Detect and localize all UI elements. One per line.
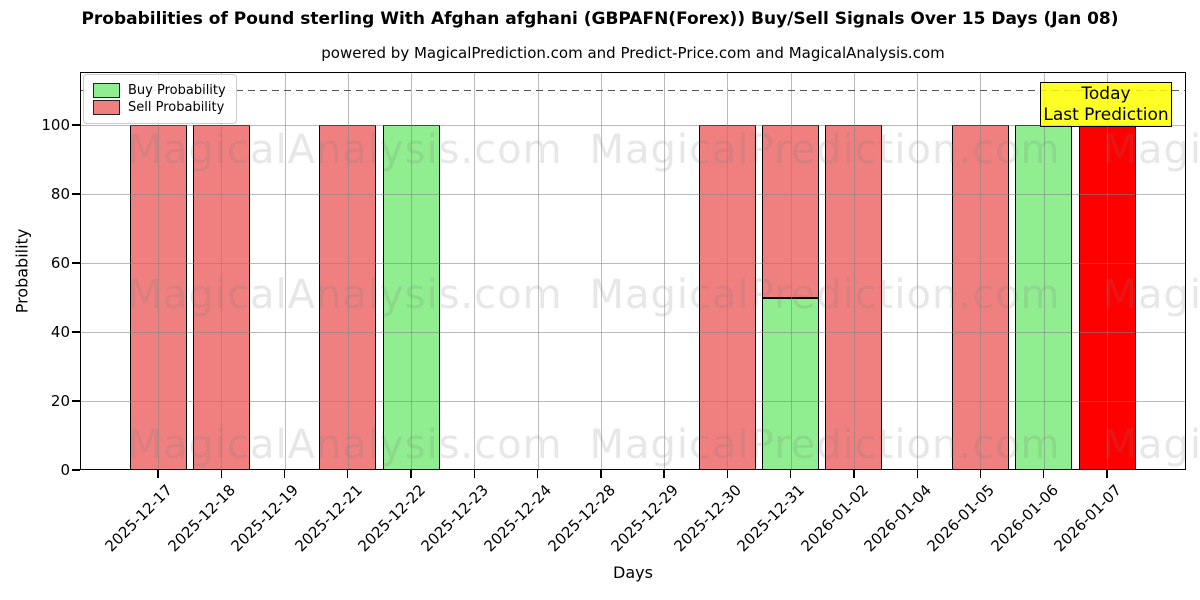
x-tick-mark (536, 470, 539, 478)
x-tick-label: 2025-12-24 (480, 481, 556, 556)
legend-buy-label: Buy Probability (128, 83, 226, 98)
x-tick-mark (789, 470, 792, 478)
vertical-gridline (980, 72, 982, 470)
sell-color-swatch (93, 100, 120, 115)
x-tick-mark (1106, 470, 1108, 478)
x-tick-label: 2025-12-30 (670, 481, 746, 556)
legend-sell-label: Sell Probability (128, 100, 225, 115)
vertical-gridline (664, 72, 666, 470)
x-tick-mark (726, 470, 729, 478)
dashed-reference-line (80, 89, 1186, 92)
vertical-gridline (411, 72, 413, 470)
x-axis-label: Days (613, 563, 653, 582)
vertical-gridline (917, 72, 919, 470)
x-tick-label: 2025-12-18 (164, 481, 240, 556)
vertical-gridline (727, 72, 729, 470)
x-tick-label: 2026-01-06 (987, 481, 1062, 556)
horizontal-gridline (80, 401, 1186, 403)
x-tick-label: 2026-01-02 (797, 481, 872, 556)
vertical-gridline (1043, 72, 1045, 470)
legend-entry-sell: Sell Probability (93, 100, 226, 115)
vertical-gridline (284, 72, 286, 470)
x-tick-label: 2025-12-19 (227, 481, 303, 556)
x-tick-mark (1043, 470, 1045, 478)
x-tick-label: 2025-12-21 (291, 481, 366, 556)
y-tick-label: 0 (60, 461, 70, 479)
vertical-gridline (1107, 72, 1108, 470)
x-tick-mark (410, 470, 412, 478)
x-tick-label: 2025-12-29 (607, 481, 682, 556)
y-tick-label: 60 (50, 254, 70, 273)
chart-title: Probabilities of Pound sterling With Afg… (81, 9, 1119, 29)
x-tick-mark (220, 470, 222, 478)
y-tick-mark (72, 262, 80, 264)
vertical-gridline (790, 72, 792, 470)
legend-entry-buy: Buy Probability (93, 83, 226, 98)
x-tick-label: 2026-01-04 (860, 481, 935, 556)
today-annotation-line2: Last Prediction (1043, 104, 1169, 125)
y-tick-label: 100 (41, 116, 70, 135)
x-tick-label: 2025-12-28 (544, 481, 619, 556)
today-annotation-line1: Today (1081, 84, 1131, 104)
x-tick-label: 2026-01-07 (1050, 481, 1125, 556)
x-tick-mark (663, 470, 665, 478)
horizontal-gridline (80, 125, 1186, 127)
x-tick-mark (916, 470, 918, 478)
x-tick-label: 2025-12-17 (101, 481, 176, 556)
vertical-gridline (600, 72, 602, 470)
y-tick-mark (72, 193, 80, 195)
vertical-gridline (158, 72, 159, 470)
y-tick-mark (72, 331, 80, 333)
x-tick-mark (157, 470, 159, 478)
vertical-gridline (474, 72, 476, 470)
y-tick-label: 40 (50, 323, 70, 342)
x-tick-label: 2025-12-22 (354, 481, 429, 556)
y-axis-label: Probability (12, 228, 32, 314)
legend: Buy Probability Sell Probability (83, 74, 237, 124)
y-tick-label: 20 (50, 392, 70, 411)
y-tick-mark (72, 124, 80, 126)
x-tick-mark (283, 470, 286, 478)
y-tick-mark (72, 469, 80, 471)
buy-color-swatch (93, 83, 120, 98)
x-tick-mark (600, 470, 602, 478)
x-tick-label: 2025-12-23 (417, 481, 493, 556)
vertical-gridline (347, 72, 349, 470)
today-annotation: Today Last Prediction (1040, 82, 1172, 127)
vertical-gridline (537, 72, 539, 470)
x-tick-label: 2026-01-05 (923, 481, 999, 556)
horizontal-gridline (80, 194, 1186, 196)
vertical-gridline (221, 72, 223, 470)
x-tick-mark (347, 470, 349, 478)
y-tick-mark (72, 400, 80, 402)
horizontal-gridline (80, 263, 1186, 265)
vertical-gridline (853, 72, 855, 470)
horizontal-gridline (80, 332, 1186, 334)
x-tick-mark (979, 470, 982, 478)
y-tick-label: 80 (50, 185, 70, 204)
x-tick-label: 2025-12-31 (734, 481, 809, 556)
plot-area: Buy Probability Sell Probability Today L… (80, 72, 1200, 470)
chart-subtitle: powered by MagicalPrediction.com and Pre… (321, 44, 945, 62)
x-tick-mark (853, 470, 855, 478)
x-tick-mark (473, 470, 476, 478)
